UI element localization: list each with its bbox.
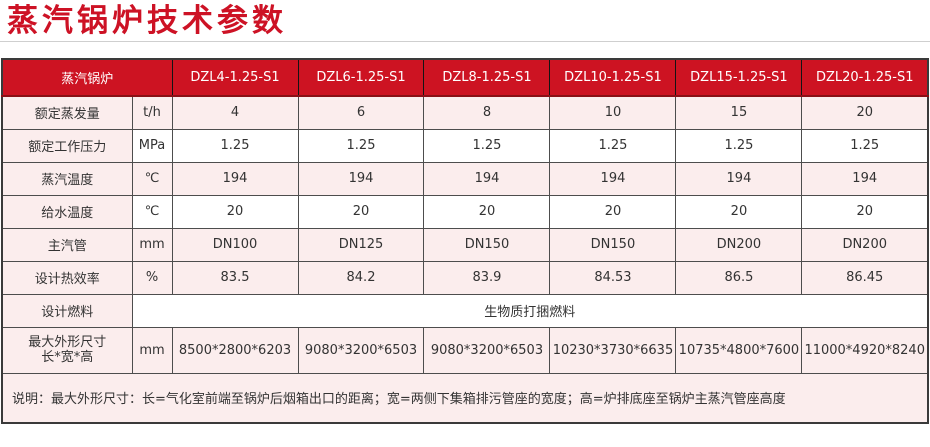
table-row: 蒸汽温度 ℃ 194 194 194 194 194 194 <box>1 161 929 196</box>
value-cell: 4 <box>171 95 299 130</box>
row-unit-cell: mm <box>131 326 173 374</box>
value-cell: 1.25 <box>297 128 425 163</box>
value-cell: 15 <box>675 95 803 130</box>
header-model-cell: DZL4-1.25-S1 <box>171 58 299 97</box>
value-cell: 194 <box>297 161 425 196</box>
row-unit-cell: mm <box>131 227 173 262</box>
header-model-cell: DZL15-1.25-S1 <box>675 58 803 97</box>
row-label: 设计热效率 <box>34 272 100 287</box>
value-cell: DN100 <box>171 227 299 262</box>
row-label: 最大外形尺寸 <box>28 335 107 350</box>
title-divider <box>0 41 930 42</box>
table-header: 蒸汽锅炉 DZL4-1.25-S1 DZL6-1.25-S1 DZL8-1.25-S1… <box>1 58 929 97</box>
value-cell: 194 <box>801 161 929 196</box>
value-cell: 20 <box>297 194 425 229</box>
value-cell: 83.5 <box>171 260 299 295</box>
value-cell: 84.2 <box>297 260 425 295</box>
row-label-cell: 设计燃料 <box>1 293 133 328</box>
value-cell: 194 <box>549 161 677 196</box>
value-cell: 10735*4800*7600 <box>675 326 803 374</box>
row-label-cell: 额定蒸发量 <box>1 95 133 130</box>
boiler-spec-table: 蒸汽锅炉 DZL4-1.25-S1 DZL6-1.25-S1 DZL8-1.25-S1… <box>1 58 929 424</box>
row-label: 蒸汽温度 <box>41 173 94 188</box>
value-cell: 194 <box>423 161 551 196</box>
value-cell: 1.25 <box>423 128 551 163</box>
value-cell: 1.25 <box>801 128 929 163</box>
row-label-line2: 长*宽*高 <box>41 350 94 365</box>
value-cell: 20 <box>675 194 803 229</box>
row-label: 主汽管 <box>47 239 87 254</box>
row-label-cell: 最大外形尺寸 长*宽*高 <box>1 326 133 374</box>
header-row: 蒸汽锅炉 DZL4-1.25-S1 DZL6-1.25-S1 DZL8-1.25-S1… <box>1 58 929 97</box>
value-cell: 10 <box>549 95 677 130</box>
value-cell: 8 <box>423 95 551 130</box>
value-cell: DN150 <box>549 227 677 262</box>
value-cell: 11000*4920*8240 <box>801 326 929 374</box>
table-row: 最大外形尺寸 长*宽*高 mm 8500*2800*6203 9080*3200*650… <box>1 326 929 374</box>
value-cell: 1.25 <box>549 128 677 163</box>
value-cell: 9080*3200*6503 <box>423 326 551 374</box>
table-footer: 说明：最大外形尺寸：长=气化室前端至锅炉后烟箱出口的距离；宽=两侧下集箱排污管座… <box>1 372 929 423</box>
value-cell: DN200 <box>675 227 803 262</box>
table-row: 设计热效率% 83.5 84.2 83.9 84.53 86.5 86.45 <box>1 260 929 295</box>
row-unit-cell: MPa <box>131 128 173 163</box>
value-cell: 20 <box>801 95 929 130</box>
value-cell: 20 <box>801 194 929 229</box>
row-label: 额定工作压力 <box>28 140 107 155</box>
value-cell: 1.25 <box>171 128 299 163</box>
header-model-cell: DZL10-1.25-S1 <box>549 58 677 97</box>
row-unit-cell: ℃ <box>131 194 173 229</box>
value-cell: 9080*3200*6503 <box>297 326 425 374</box>
table-row: 额定工作压力 MPa 1.25 1.25 1.25 1.25 1.25 1.25 <box>1 128 929 163</box>
row-label-cell: 设计热效率 <box>1 260 133 295</box>
value-cell: 20 <box>423 194 551 229</box>
row-label-cell: 蒸汽温度 <box>1 161 133 196</box>
value-cell: 8500*2800*6203 <box>171 326 299 374</box>
table-row: 给水温度 ℃ 20 20 20 20 20 20 <box>1 194 929 229</box>
value-cell: 86.5 <box>675 260 803 295</box>
table-row: 设计燃料 生物质打捆燃料 <box>1 293 929 328</box>
value-cell: 20 <box>549 194 677 229</box>
table-body: 额定蒸发量 t/h 4 6 8 10 15 20 额定工作压力 MPa 1.25 1.25 1.25 1.… <box>1 95 929 374</box>
row-label: 额定蒸发量 <box>34 107 100 123</box>
row-label-cell: 主汽管 <box>1 227 133 262</box>
table-row: 额定蒸发量 t/h 4 6 8 10 15 20 <box>1 95 929 130</box>
value-cell: 20 <box>171 194 299 229</box>
row-label-cell: 给水温度 <box>1 194 133 229</box>
value-cell: 194 <box>171 161 299 196</box>
row-unit-cell: t/h <box>131 95 173 130</box>
value-cell: DN200 <box>801 227 929 262</box>
note-row: 说明：最大外形尺寸：长=气化室前端至锅炉后烟箱出口的距离；宽=两侧下集箱排污管座… <box>1 372 929 423</box>
value-cell: 1.25 <box>675 128 803 163</box>
header-model-cell: DZL8-1.25-S1 <box>423 58 551 97</box>
row-unit-cell: % <box>131 260 173 295</box>
value-cell: 86.45 <box>801 260 929 295</box>
row-label: 给水温度 <box>41 206 94 221</box>
fuel-value-cell: 生物质打捆燃料 <box>131 293 929 328</box>
header-corner-cell: 蒸汽锅炉 <box>1 58 173 97</box>
value-cell: 10230*3730*6635 <box>549 326 677 374</box>
value-cell: DN150 <box>423 227 551 262</box>
note-cell: 说明：最大外形尺寸：长=气化室前端至锅炉后烟箱出口的距离；宽=两侧下集箱排污管座… <box>1 372 929 423</box>
header-model-cell: DZL6-1.25-S1 <box>297 58 425 97</box>
value-cell: 6 <box>297 95 425 130</box>
value-cell: 84.53 <box>549 260 677 295</box>
row-unit-cell: ℃ <box>131 161 173 196</box>
row-label-cell: 额定工作压力 <box>1 128 133 163</box>
value-cell: DN125 <box>297 227 425 262</box>
page-title: 蒸汽锅炉技术参数 <box>7 3 287 39</box>
table-row: 主汽管 mm DN100 DN125 DN150 DN150 DN200 DN200 <box>1 227 929 262</box>
header-model-cell: DZL20-1.25-S1 <box>801 58 929 97</box>
row-label: 设计燃料 <box>41 305 94 320</box>
value-cell: 194 <box>675 161 803 196</box>
value-cell: 83.9 <box>423 260 551 295</box>
